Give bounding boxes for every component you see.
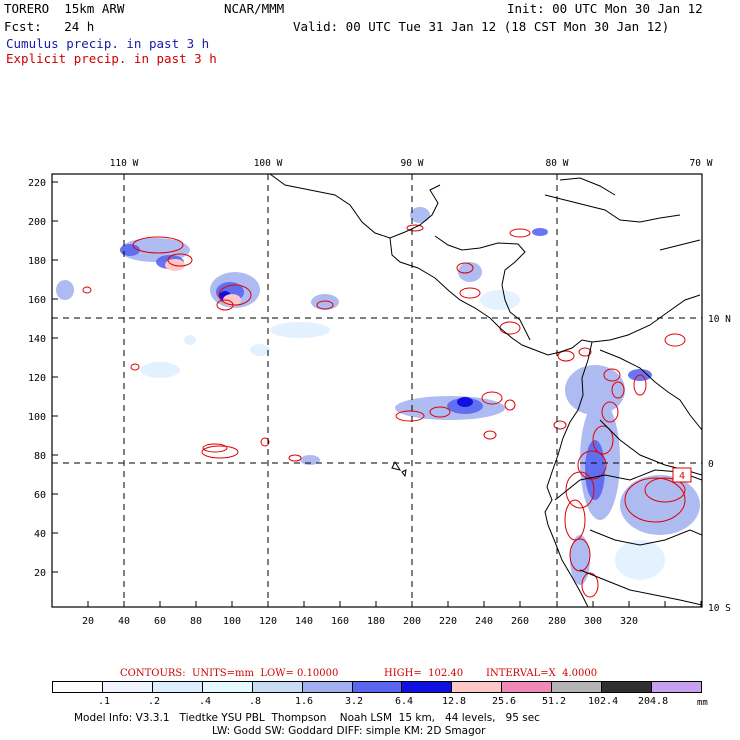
legend-unit: mm (697, 698, 708, 708)
x-tick-label: 40 (118, 616, 130, 627)
legend-label: .2 (148, 696, 161, 707)
legend-label: 25.6 (492, 696, 517, 707)
y-tick-label: 200 (28, 217, 46, 228)
y-tick-label: 100 (28, 412, 46, 423)
legend-swatch (53, 682, 103, 692)
x-tick-label: 140 (295, 616, 313, 627)
legend-swatch (152, 682, 203, 692)
legend-swatch (102, 682, 153, 692)
y-tick-label: 80 (34, 451, 46, 462)
legend-label: 6.4 (395, 696, 414, 707)
y-tick-label: 40 (34, 529, 46, 540)
x-tick-label: 280 (548, 616, 566, 627)
legend-swatch (302, 682, 353, 692)
x-tick-label: 60 (154, 616, 166, 627)
x-tick-label: 200 (403, 616, 421, 627)
valid-time: Valid: 00 UTC Tue 31 Jan 12 (18 CST Mon … (293, 19, 670, 34)
lat-lon-grid (52, 174, 702, 607)
x-tick-label: 80 (190, 616, 202, 627)
legend-swatch (252, 682, 303, 692)
contours-units: CONTOURS: UNITS=mm LOW= 0.10000 (120, 668, 339, 679)
x-tick-label: 220 (439, 616, 457, 627)
lon-label: 80 W (546, 158, 569, 169)
y-tick-label: 160 (28, 295, 46, 306)
y-tick-label: 220 (28, 178, 46, 189)
x-tick-label: 120 (259, 616, 277, 627)
organization: NCAR/MMM (224, 1, 285, 16)
contours-interval: INTERVAL=X 4.0000 (486, 668, 598, 679)
lon-label: 110 W (110, 158, 139, 169)
y-tick-label: 120 (28, 373, 46, 384)
x-tick-label: 160 (331, 616, 349, 627)
y-tick-label: 140 (28, 334, 46, 345)
lon-label: 70 W (690, 158, 713, 169)
y-tick-label: 180 (28, 256, 46, 267)
init-time: Init: 00 UTC Mon 30 Jan 12 (507, 1, 703, 16)
legend-swatch (202, 682, 253, 692)
physics-info: LW: Godd SW: Goddard DIFF: simple KM: 2D… (212, 725, 486, 737)
explicit-precip-contours (82, 224, 686, 598)
x-tick-label: 180 (367, 616, 385, 627)
lon-label: 100 W (254, 158, 283, 169)
model-name: TORERO 15km ARW (4, 1, 125, 16)
legend-swatch (452, 682, 503, 692)
legend-label: 3.2 (345, 696, 364, 707)
axis-ticks (52, 181, 702, 607)
x-tick-label: 260 (511, 616, 529, 627)
legend-label: 1.6 (295, 696, 314, 707)
legend-label: 51.2 (542, 696, 567, 707)
lon-label: 90 W (401, 158, 424, 169)
legend-swatch (602, 682, 653, 692)
contour-label: 4 (679, 471, 685, 482)
contour-label-box (672, 467, 692, 483)
contours-high: HIGH= 102.40 (384, 668, 464, 679)
precip-color-legend (52, 681, 702, 693)
legend-label: .4 (199, 696, 212, 707)
legend-label: 102.4 (588, 696, 619, 707)
legend-label: 12.8 (442, 696, 467, 707)
forecast-hour: Fcst: 24 h (4, 19, 95, 34)
model-info: Model Info: V3.3.1 Tiedtke YSU PBL Thomp… (74, 712, 540, 724)
y-tick-label: 20 (34, 568, 46, 579)
explicit-field-title: Explicit precip. in past 3 h (6, 51, 217, 66)
legend-swatch (502, 682, 553, 692)
x-tick-label: 100 (223, 616, 241, 627)
lat-label: 0 (708, 459, 714, 470)
legend-label: 204.8 (638, 696, 669, 707)
legend-swatch (352, 682, 403, 692)
legend-label: .8 (249, 696, 262, 707)
map-frame (51, 173, 703, 608)
legend-swatch (552, 682, 603, 692)
legend-label: .1 (98, 696, 111, 707)
x-tick-label: 20 (82, 616, 94, 627)
x-tick-label: 320 (620, 616, 638, 627)
cumulus-precip-shading (56, 207, 700, 585)
legend-swatch (402, 682, 453, 692)
y-tick-label: 60 (34, 490, 46, 501)
legend-swatch (652, 682, 701, 692)
cumulus-field-title: Cumulus precip. in past 3 h (6, 36, 210, 51)
lat-label: 10 S (708, 603, 731, 614)
lat-label: 10 N (708, 314, 731, 325)
x-tick-label: 300 (584, 616, 602, 627)
x-tick-label: 240 (475, 616, 493, 627)
